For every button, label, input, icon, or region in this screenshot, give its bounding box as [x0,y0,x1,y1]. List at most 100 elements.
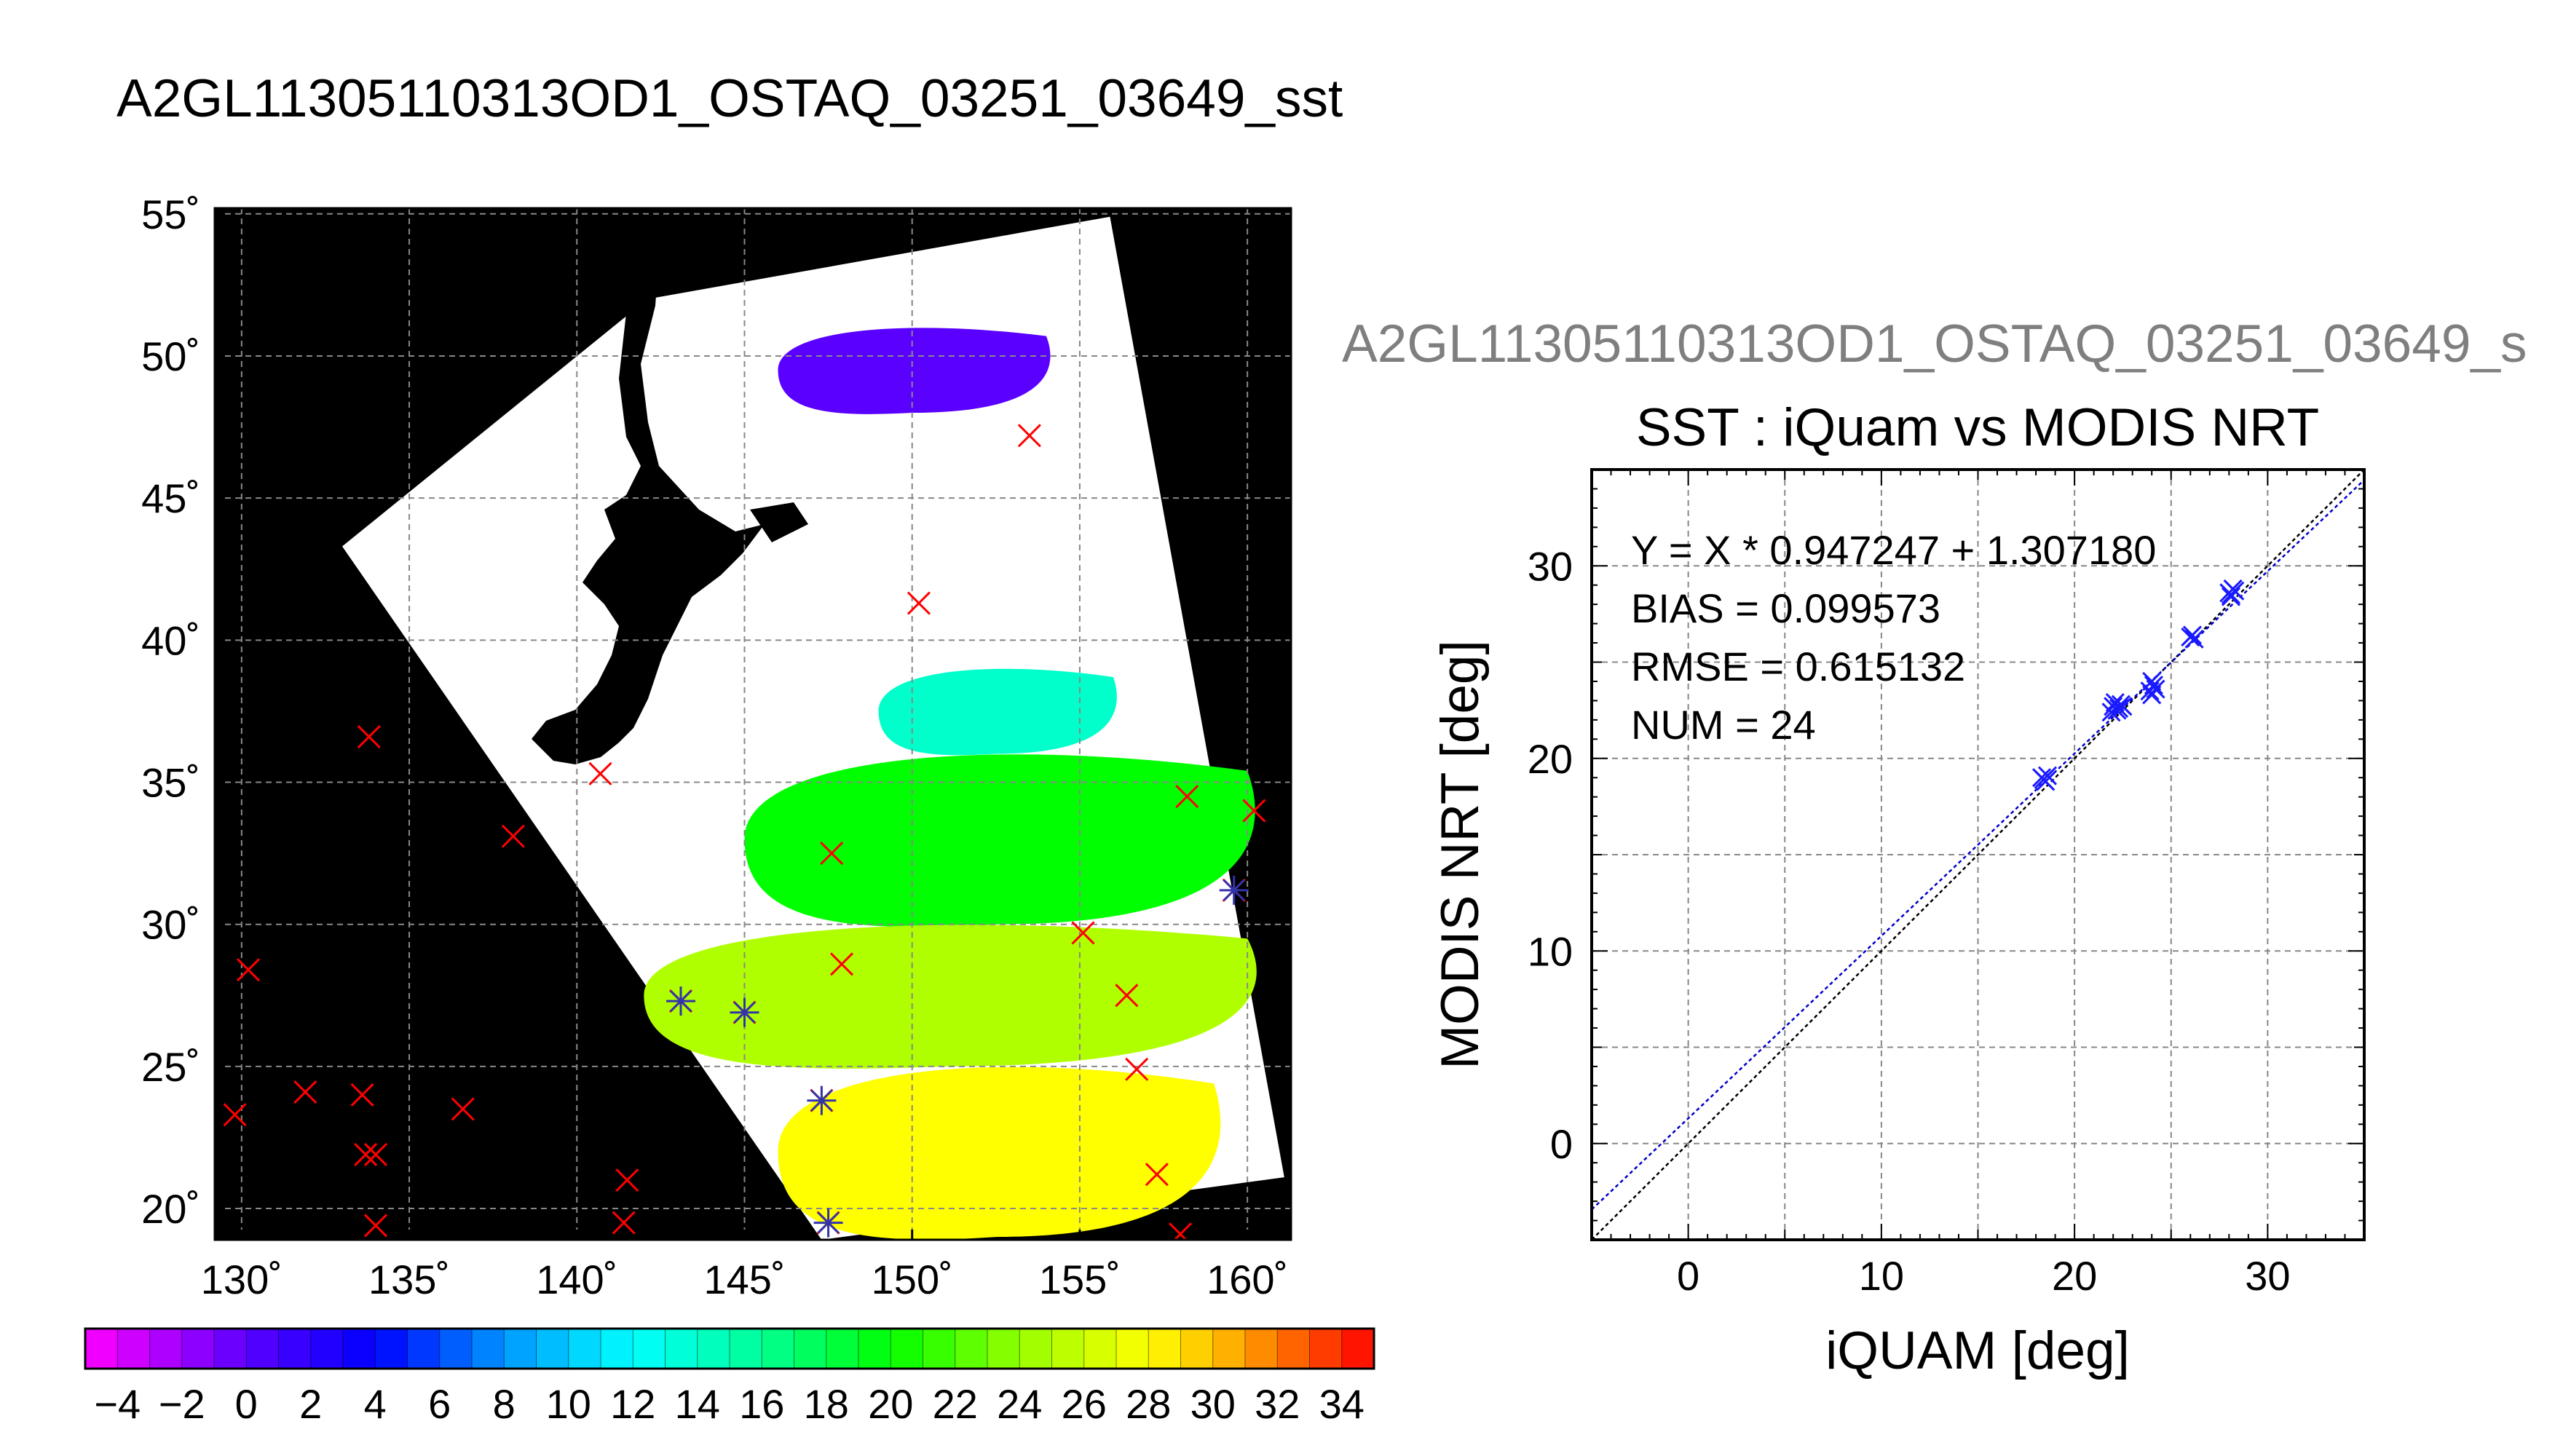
colorbar-cell [1019,1329,1053,1369]
marker-stroke [669,990,692,1013]
scatter-title: SST : iQuam vs MODIS NRT [1636,398,2319,457]
marker-stroke [820,842,844,866]
colorbar-cell [375,1329,408,1369]
scatter-annotations: Y = X * 0.947247 + 1.307180 BIAS = 0.0995… [1631,527,2156,748]
marker-stroke [236,958,261,982]
marker-stroke [1223,879,1245,901]
marker-stroke [451,1097,475,1121]
colorbar-cell [1277,1329,1311,1369]
colorbar-cell [1212,1329,1246,1369]
colorbar-cell [601,1329,633,1369]
scatter-ticks: 0 10 20 30 0 10 20 30 [1528,469,2365,1299]
scatter-x-tick-label: 0 [1677,1253,1699,1299]
colorbar-cell [310,1329,344,1369]
map-lon-ticks: 130˚ 135˚ 140˚ 145˚ 150˚ 155˚ 160˚ [201,1230,1288,1302]
scatter-x-tick-label: 10 [1859,1253,1904,1299]
scatter-panel: SST : iQuam vs MODIS NRT 0 10 20 300102030 … [1431,398,2366,1380]
marker-stroke [1173,1222,1193,1240]
marker-stroke [357,725,381,749]
colorbar-cell [407,1329,441,1369]
map-x-tick-label: 160˚ [1207,1257,1288,1302]
marker-stroke [810,1089,833,1112]
colorbar-tick-label: 28 [1126,1381,1171,1427]
marker-stroke [1175,784,1199,809]
colorbar-tick-label: 4 [364,1381,387,1427]
marker-stroke [1145,1163,1169,1187]
point-stroke [2037,766,2058,786]
scatter-annotation: RMSE = 0.615132 [1631,644,1965,689]
scatter-heading: A2GL11305110313OD1_OSTAQ_03251_03649_s [1342,314,2527,373]
marker-stroke [354,1142,378,1166]
marker-stroke [1125,1057,1149,1081]
colorbar-cell [117,1329,151,1369]
scatter-point [2221,587,2241,606]
map-y-tick-label: 50˚ [141,333,200,379]
in-situ-marker [588,761,612,786]
marker-stroke [223,1103,247,1127]
scatter-annotation: BIAS = 0.099573 [1631,585,1940,631]
in-situ-marker [363,1142,388,1166]
map-x-tick-label: 130˚ [201,1257,283,1302]
in-situ-marker [907,591,931,615]
scatter-x-axis-label: iQUAM [deg] [1825,1321,2130,1380]
colorbar-cell [826,1329,859,1369]
sst-color-regions [644,328,1257,1240]
scatter-point [2182,625,2202,645]
colorbar-cell [568,1329,601,1369]
scatter-point [2144,676,2163,695]
scatter-annotation: NUM = 24 [1631,702,1816,748]
colorbar-tick-label: 34 [1319,1381,1365,1427]
colorbar-cell [85,1329,118,1369]
map-x-tick-label: 145˚ [703,1257,785,1302]
point-stroke [2182,625,2202,645]
point-stroke [2105,692,2125,713]
colorbar-cell [1309,1329,1343,1369]
scatter-point [2101,703,2121,722]
colorbar-cell [1083,1329,1117,1369]
map-y-tick-label: 40˚ [141,617,200,663]
in-situ-marker [354,1142,378,1166]
marker-stroke [907,591,931,615]
colorbar-tick-label: 14 [675,1381,720,1427]
colorbar-tick-label: 32 [1255,1381,1300,1427]
matched-marker [730,997,759,1027]
map-y-tick-label: 30˚ [141,902,200,948]
marker-stroke [501,824,525,848]
marker-stroke [1242,799,1266,823]
japan-landmass [532,240,808,764]
scatter-points [2031,579,2245,791]
point-stroke [2101,703,2121,722]
in-situ-marker [350,1083,374,1107]
colorbar-tick-label: 2 [299,1381,322,1427]
colorbar-tick-label: 6 [428,1381,451,1427]
land-shape [750,502,808,542]
in-situ-marker [829,952,854,976]
map-frame [213,207,1292,1241]
colorbar-tick-label: 12 [610,1381,655,1427]
colorbar-tick-label: −2 [159,1381,205,1427]
point-stroke [2140,681,2160,701]
map-title: A2GL11305110313OD1_OSTAQ_03251_03649_sst [117,69,1343,128]
marker-stroke [733,1001,756,1024]
in-situ-marker [612,1211,636,1235]
colorbar-cell [343,1329,376,1369]
colorbar-cell [1245,1329,1278,1369]
colorbar-cell [246,1329,280,1369]
map-x-tick-label: 135˚ [368,1257,450,1302]
colorbar-cell [181,1329,215,1369]
colorbar-cell [858,1329,891,1369]
colorbar-cell [923,1329,956,1369]
in-situ-marker [501,824,525,848]
sst-colorbar: −4 −2 0 2 4 6 8 10 12 14 16 18 20 22 24 26 28 30 32 34 [84,1327,1375,1427]
in-situ-marker [1017,424,1041,448]
in-situ-marker [1071,921,1095,945]
point-stroke [2219,583,2239,603]
in-situ-marker [293,1080,317,1104]
sst-region [778,1067,1221,1240]
in-situ-marker [820,842,844,866]
in-situ-marker [1115,984,1139,1008]
scatter-x-tick-label: 30 [2245,1253,2290,1299]
marker-stroke [612,1211,636,1235]
in-situ-markers [223,424,1266,1240]
scatter-annotation: Y = X * 0.947247 + 1.307180 [1631,527,2156,573]
